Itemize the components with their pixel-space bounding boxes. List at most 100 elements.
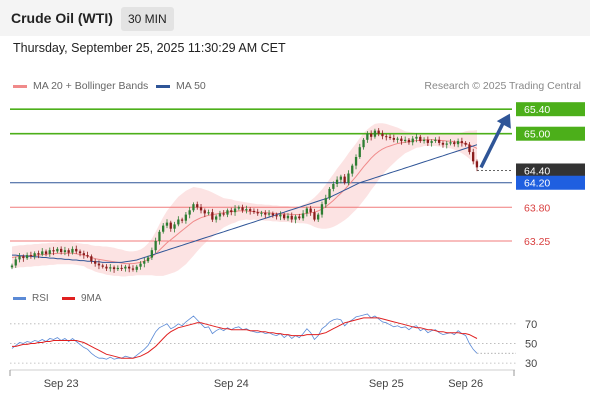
candle	[131, 268, 135, 270]
candle	[52, 250, 55, 252]
pivot-label: 64.20	[524, 178, 550, 190]
candle	[180, 219, 184, 221]
candle	[464, 142, 467, 145]
candle	[222, 213, 225, 215]
candle	[82, 253, 85, 255]
candle	[468, 144, 471, 153]
candle	[94, 261, 97, 264]
candle	[162, 225, 165, 232]
candle	[154, 241, 157, 251]
support-label: 63.80	[524, 202, 550, 214]
rsi-tick-label: 30	[525, 358, 537, 370]
credit: Research © 2025 Trading Central	[424, 80, 581, 92]
ma9-line	[12, 317, 478, 359]
candle	[411, 138, 414, 143]
candle	[199, 207, 203, 211]
candle	[188, 210, 191, 215]
forecast-arrow	[479, 120, 506, 169]
candle	[385, 136, 388, 138]
candle	[207, 212, 210, 214]
candle	[332, 184, 335, 189]
legend-ma20-label: MA 20 + Bollinger Bands	[33, 80, 149, 92]
candle	[317, 214, 320, 220]
candle	[128, 266, 131, 269]
candle	[475, 161, 479, 168]
candle	[339, 176, 342, 180]
legend-rsi-label: RSI	[32, 293, 49, 304]
candle	[14, 259, 17, 266]
candle	[173, 224, 176, 229]
candle	[275, 215, 278, 217]
candle	[101, 265, 104, 267]
candle	[313, 212, 316, 220]
candle	[358, 147, 361, 157]
rsi-tick-label: 50	[525, 338, 537, 350]
support-label: 63.25	[524, 236, 550, 248]
candle	[456, 141, 460, 145]
pivot-label-box	[516, 175, 585, 190]
candle	[48, 250, 51, 254]
candle	[438, 139, 441, 143]
interval-button[interactable]: 30 MIN	[121, 7, 174, 31]
ma20-line	[11, 139, 478, 265]
candle	[97, 263, 101, 266]
candle	[351, 165, 354, 174]
candle	[328, 188, 331, 199]
candle	[196, 204, 199, 208]
x-tick-label: Sep 24	[214, 378, 249, 390]
candle	[407, 139, 411, 143]
candle	[184, 214, 187, 221]
candle	[298, 216, 301, 219]
candle	[366, 133, 369, 140]
candle	[472, 152, 475, 162]
candle	[233, 208, 237, 213]
candle	[347, 173, 350, 183]
candle	[218, 213, 222, 217]
candle	[324, 198, 327, 205]
x-tick-label: Sep 25	[369, 378, 404, 390]
rsi-tick-label: 70	[525, 319, 537, 331]
x-tick-label: Sep 26	[448, 378, 483, 390]
candle	[158, 231, 161, 241]
current-label: 64.40	[524, 165, 550, 177]
candle	[177, 219, 180, 225]
candle	[211, 212, 214, 220]
candle	[75, 248, 78, 252]
candle	[67, 250, 70, 253]
candle	[165, 222, 169, 226]
candle	[290, 215, 293, 220]
candle	[37, 253, 40, 255]
candle	[41, 251, 44, 255]
ma50-swatch	[156, 84, 170, 88]
candle	[105, 266, 108, 269]
candle	[60, 248, 63, 252]
candle	[78, 251, 82, 254]
ma20-swatch	[13, 84, 27, 88]
candle	[422, 139, 426, 141]
candle	[29, 255, 32, 257]
candle	[86, 255, 89, 257]
candle	[264, 212, 267, 215]
candle	[203, 210, 206, 214]
candle	[335, 179, 339, 184]
candle	[392, 138, 395, 140]
candle	[460, 141, 463, 143]
candle	[415, 136, 418, 139]
candle	[388, 136, 392, 138]
candle	[373, 130, 377, 137]
candle	[441, 142, 445, 145]
candle	[309, 208, 312, 213]
candle	[404, 139, 407, 141]
candle	[109, 267, 112, 269]
x-tick-label: Sep 23	[44, 378, 79, 390]
candle	[445, 143, 448, 145]
candle	[10, 265, 14, 268]
candle	[256, 212, 259, 214]
candle	[305, 208, 308, 214]
candle	[434, 139, 437, 141]
header: Crude Oil (WTI) 30 MIN	[0, 0, 590, 36]
candle	[230, 210, 233, 213]
candle	[143, 261, 146, 264]
candle	[169, 222, 172, 229]
